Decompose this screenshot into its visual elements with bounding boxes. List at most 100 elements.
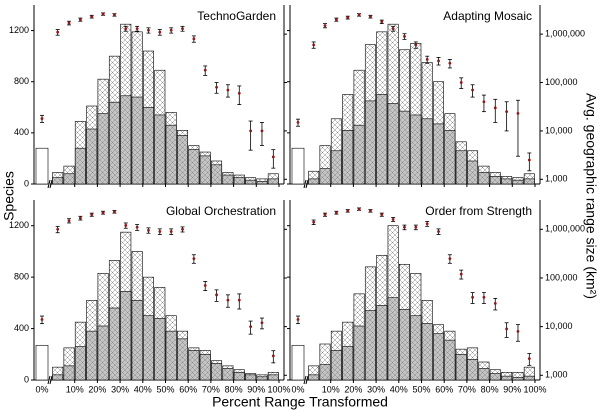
range-point	[215, 85, 218, 89]
zero-label: 0%	[35, 384, 48, 394]
y2-tick-label: 1,000,000	[545, 29, 585, 39]
range-point	[482, 100, 486, 104]
range-point	[249, 129, 253, 133]
axis-break	[305, 179, 309, 189]
bar	[398, 308, 410, 381]
zero-bar	[35, 147, 49, 185]
bar	[489, 373, 501, 381]
range-point	[459, 81, 463, 84]
y-axis-title: Species	[1, 171, 17, 221]
zero-bar	[35, 344, 49, 381]
bar	[398, 110, 410, 185]
bar	[199, 353, 211, 381]
x-axis-title: Percent Range Transformed	[212, 394, 388, 410]
bar	[501, 375, 513, 381]
bar	[512, 377, 524, 381]
range-point	[369, 15, 372, 19]
bar	[319, 168, 331, 185]
range-point	[40, 318, 44, 321]
y-tick-label: 1200	[9, 220, 29, 230]
bar	[444, 339, 456, 381]
zero-bar	[291, 147, 305, 185]
bar	[410, 114, 422, 185]
y2-axis-title: Avg. geographic range size (km²)	[583, 93, 599, 299]
y-tick-label: 400	[14, 323, 29, 333]
x-tick-label: 70%	[458, 384, 476, 394]
bar	[433, 333, 445, 381]
range-point	[113, 13, 116, 17]
bar	[154, 114, 166, 185]
range-point	[391, 217, 395, 221]
bar	[74, 147, 86, 185]
range-point	[425, 222, 429, 226]
range-point	[101, 211, 105, 215]
range-point	[169, 230, 173, 233]
range-point	[357, 207, 361, 211]
range-point	[78, 18, 82, 21]
range-point	[448, 257, 452, 260]
bar	[233, 371, 245, 381]
axis-break	[49, 375, 53, 385]
y2-tick-label: 1,000	[545, 174, 568, 184]
range-point	[403, 225, 406, 229]
range-point	[181, 27, 184, 31]
x-tick-label: 20%	[344, 384, 362, 394]
range-point	[296, 120, 300, 124]
range-point	[249, 325, 253, 329]
range-point	[260, 129, 264, 133]
axis-break	[49, 179, 53, 189]
bar	[267, 178, 279, 185]
bar	[177, 338, 189, 381]
bar	[489, 176, 501, 185]
bar	[63, 173, 75, 185]
x-tick-label: 90%	[247, 384, 265, 394]
y-tick-label: 1200	[9, 25, 29, 35]
bar	[143, 315, 154, 381]
bar	[467, 160, 479, 185]
range-point	[471, 295, 474, 299]
bar	[108, 101, 120, 185]
range-point	[482, 295, 486, 299]
bar	[387, 103, 399, 185]
bar	[353, 124, 365, 185]
range-point	[516, 112, 520, 115]
range-point	[414, 43, 418, 47]
bar	[387, 297, 399, 381]
x-tick-label: 10%	[66, 384, 84, 394]
y2-tick-label: 1,000	[545, 370, 568, 380]
range-point	[425, 58, 429, 61]
bar	[478, 172, 490, 185]
bar	[501, 178, 513, 185]
range-point	[203, 284, 207, 287]
range-point	[101, 12, 105, 16]
bar	[165, 124, 177, 185]
bar	[433, 123, 445, 185]
range-point	[334, 18, 338, 21]
range-point	[192, 257, 196, 260]
bar	[376, 305, 388, 381]
range-point	[260, 321, 264, 325]
bar	[222, 368, 234, 381]
bar	[330, 150, 342, 185]
range-point	[505, 110, 509, 114]
y2-tick-label: 10,000	[545, 125, 573, 135]
panel-title: Global Orchestration	[166, 204, 276, 218]
bar	[523, 375, 535, 381]
range-point	[448, 61, 452, 65]
bar	[211, 362, 223, 381]
zero-bar	[291, 344, 305, 381]
range-point	[271, 155, 275, 159]
x-tick-label: 40%	[134, 384, 152, 394]
range-point	[527, 357, 531, 361]
y-tick-label: 0	[24, 374, 29, 384]
range-point	[459, 272, 463, 276]
range-point	[78, 216, 82, 220]
panel-title: Adapting Mosaic	[443, 9, 532, 23]
bar	[376, 94, 388, 185]
range-point	[113, 210, 116, 214]
y-tick-label: 400	[14, 127, 29, 137]
bar	[131, 96, 143, 185]
x-tick-label: 100%	[523, 384, 546, 394]
y-tick-label: 800	[14, 76, 29, 86]
